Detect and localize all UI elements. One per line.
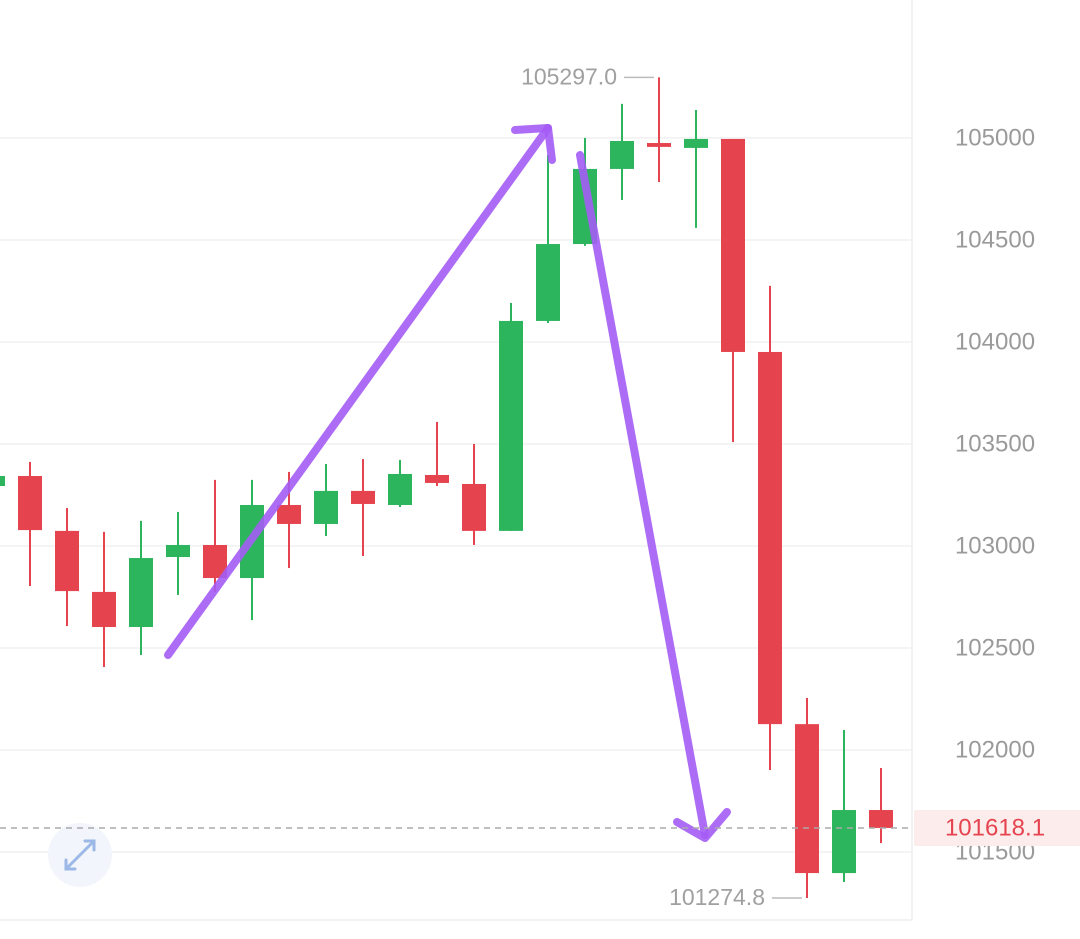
candle-body xyxy=(536,244,560,321)
axis-panel xyxy=(912,0,1080,934)
expand-icon[interactable] xyxy=(64,839,96,871)
candle-body xyxy=(55,530,79,592)
annotation-arrows xyxy=(164,124,731,842)
up-arrow-head xyxy=(511,124,556,164)
min-label: 101274.8 xyxy=(669,884,765,910)
candle-body xyxy=(610,140,634,169)
last-price-bg xyxy=(914,809,1080,846)
y-tick-label: 102000 xyxy=(955,736,1035,763)
y-tick-label: 103000 xyxy=(955,532,1035,559)
candle-body xyxy=(277,504,301,524)
candle-body xyxy=(499,320,523,531)
candle-body xyxy=(684,138,708,148)
candle-body xyxy=(462,483,486,531)
candle-body xyxy=(129,558,153,628)
candle-body xyxy=(832,810,856,874)
expand-button[interactable] xyxy=(48,823,112,887)
candle-body xyxy=(166,544,190,558)
candle-body xyxy=(351,490,375,504)
candle-body xyxy=(388,473,412,505)
down-arrow xyxy=(576,151,709,839)
max-label: 105297.0 xyxy=(521,63,617,89)
up-arrow xyxy=(164,124,552,659)
last-price-label: 101618.1 xyxy=(945,814,1045,841)
y-tick-label: 104500 xyxy=(955,226,1035,253)
candle-body xyxy=(0,476,5,487)
candle-body xyxy=(795,724,819,874)
candle-body xyxy=(314,490,338,524)
candle-body xyxy=(869,810,893,828)
y-tick-label: 103500 xyxy=(955,430,1035,457)
candle-body xyxy=(92,591,116,628)
y-tick-label: 102500 xyxy=(955,634,1035,661)
candle-body xyxy=(647,143,671,147)
candle-body xyxy=(425,474,449,483)
y-tick-label: 105000 xyxy=(955,124,1035,151)
candle-body xyxy=(721,138,745,352)
y-tick-label: 104000 xyxy=(955,328,1035,355)
candle-body xyxy=(18,476,42,531)
candle-body xyxy=(758,351,782,725)
plot: 105297.0 101274.8 xyxy=(0,63,912,910)
